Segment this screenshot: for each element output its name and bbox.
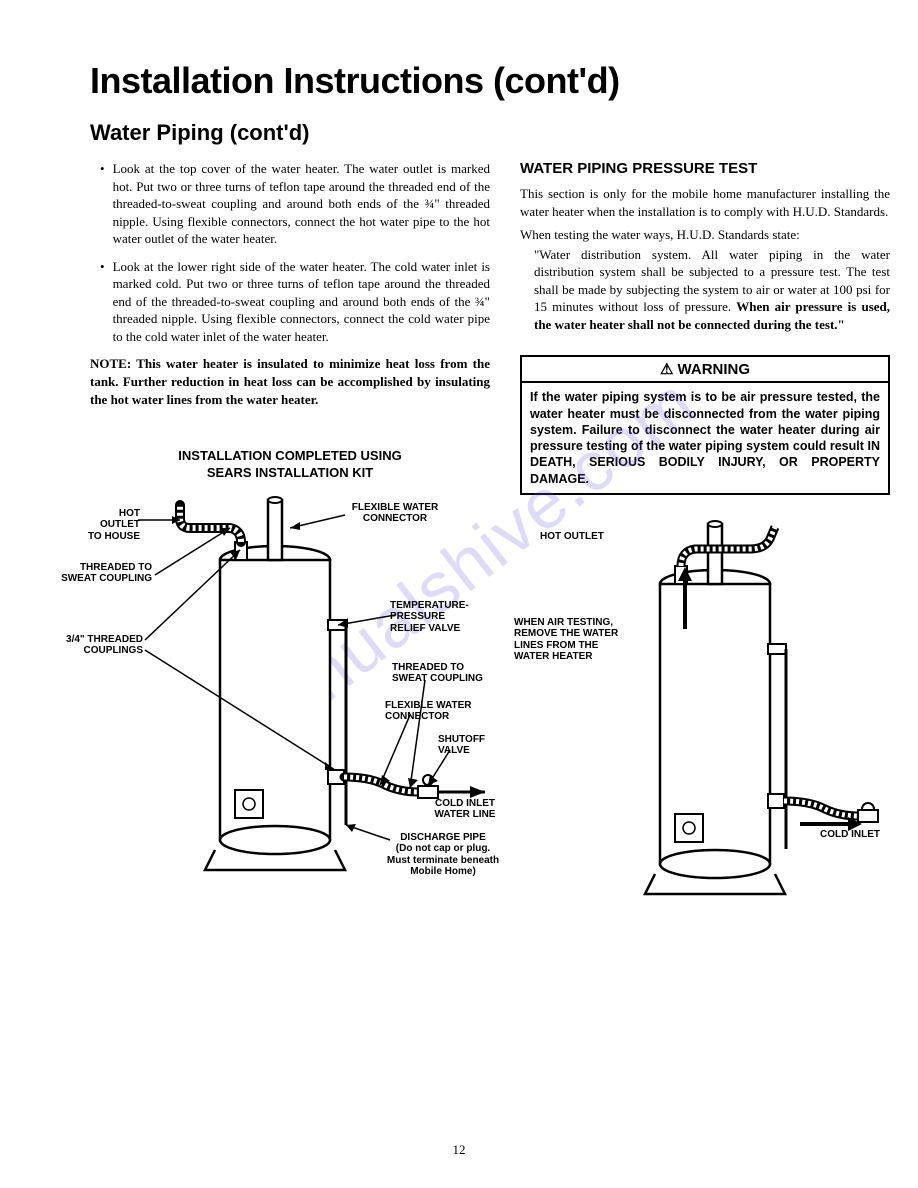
- label-threaded-sweat: THREADED TOSWEAT COUPLING: [52, 562, 152, 585]
- right-diagram: HOT OUTLET WHEN AIR TESTING,REMOVE THE W…: [520, 519, 890, 939]
- two-column-layout: • Look at the top cover of the water hea…: [90, 160, 838, 939]
- bullet-item: • Look at the top cover of the water hea…: [90, 160, 490, 248]
- label-shutoff: SHUTOFFVALVE: [438, 734, 508, 757]
- page-title: Installation Instructions (cont'd): [90, 60, 838, 102]
- label-hot-outlet-r: HOT OUTLET: [540, 531, 630, 543]
- warning-box: ⚠ WARNING If the water piping system is …: [520, 355, 890, 495]
- label-hot-outlet: HOT OUTLETTO HOUSE: [80, 508, 140, 543]
- label-threaded-sweat-2: THREADED TOSWEAT COUPLING: [392, 662, 502, 685]
- bullet-text: Look at the top cover of the water heate…: [113, 160, 490, 248]
- page-number: 12: [0, 1142, 918, 1158]
- bullet-item: • Look at the lower right side of the wa…: [90, 258, 490, 346]
- label-couplings: 3/4" THREADEDCOUPLINGS: [48, 634, 143, 657]
- bullet-dot-icon: •: [100, 160, 105, 248]
- label-cold-inlet-r: COLD INLET: [820, 829, 900, 841]
- label-flex-connector-2: FLEXIBLE WATERCONNECTOR: [385, 700, 495, 723]
- bullet-dot-icon: •: [100, 258, 105, 346]
- pressure-test-heading: WATER PIPING PRESSURE TEST: [520, 160, 890, 177]
- warning-heading: ⚠ WARNING: [522, 357, 888, 383]
- section-heading: Water Piping (cont'd): [90, 120, 838, 146]
- hud-quote: "Water distribution system. All water pi…: [520, 246, 890, 334]
- bullet-text: Look at the lower right side of the wate…: [113, 258, 490, 346]
- right-column: WATER PIPING PRESSURE TEST This section …: [520, 160, 890, 939]
- water-heater-illustration-2: [520, 519, 890, 919]
- note-text: NOTE: This water heater is insulated to …: [90, 355, 490, 408]
- pressure-test-p1: This section is only for the mobile home…: [520, 185, 890, 220]
- left-diagram-title: INSTALLATION COMPLETED USING SEARS INSTA…: [90, 448, 490, 482]
- pressure-test-p2: When testing the water ways, H.U.D. Stan…: [520, 226, 890, 244]
- warning-body-text: If the water piping system is to be air …: [522, 383, 888, 493]
- left-diagram: HOT OUTLETTO HOUSE THREADED TOSWEAT COUP…: [90, 490, 490, 910]
- label-cold-inlet: COLD INLETWATER LINE: [420, 798, 510, 821]
- label-tprv: TEMPERATURE-PRESSURERELIEF VALVE: [390, 600, 490, 635]
- left-column: • Look at the top cover of the water hea…: [90, 160, 490, 939]
- label-remove-lines: WHEN AIR TESTING,REMOVE THE WATERLINES F…: [514, 617, 644, 663]
- label-flex-connector-top: FLEXIBLE WATERCONNECTOR: [340, 502, 450, 525]
- label-discharge: DISCHARGE PIPE(Do not cap or plug.Must t…: [368, 832, 518, 878]
